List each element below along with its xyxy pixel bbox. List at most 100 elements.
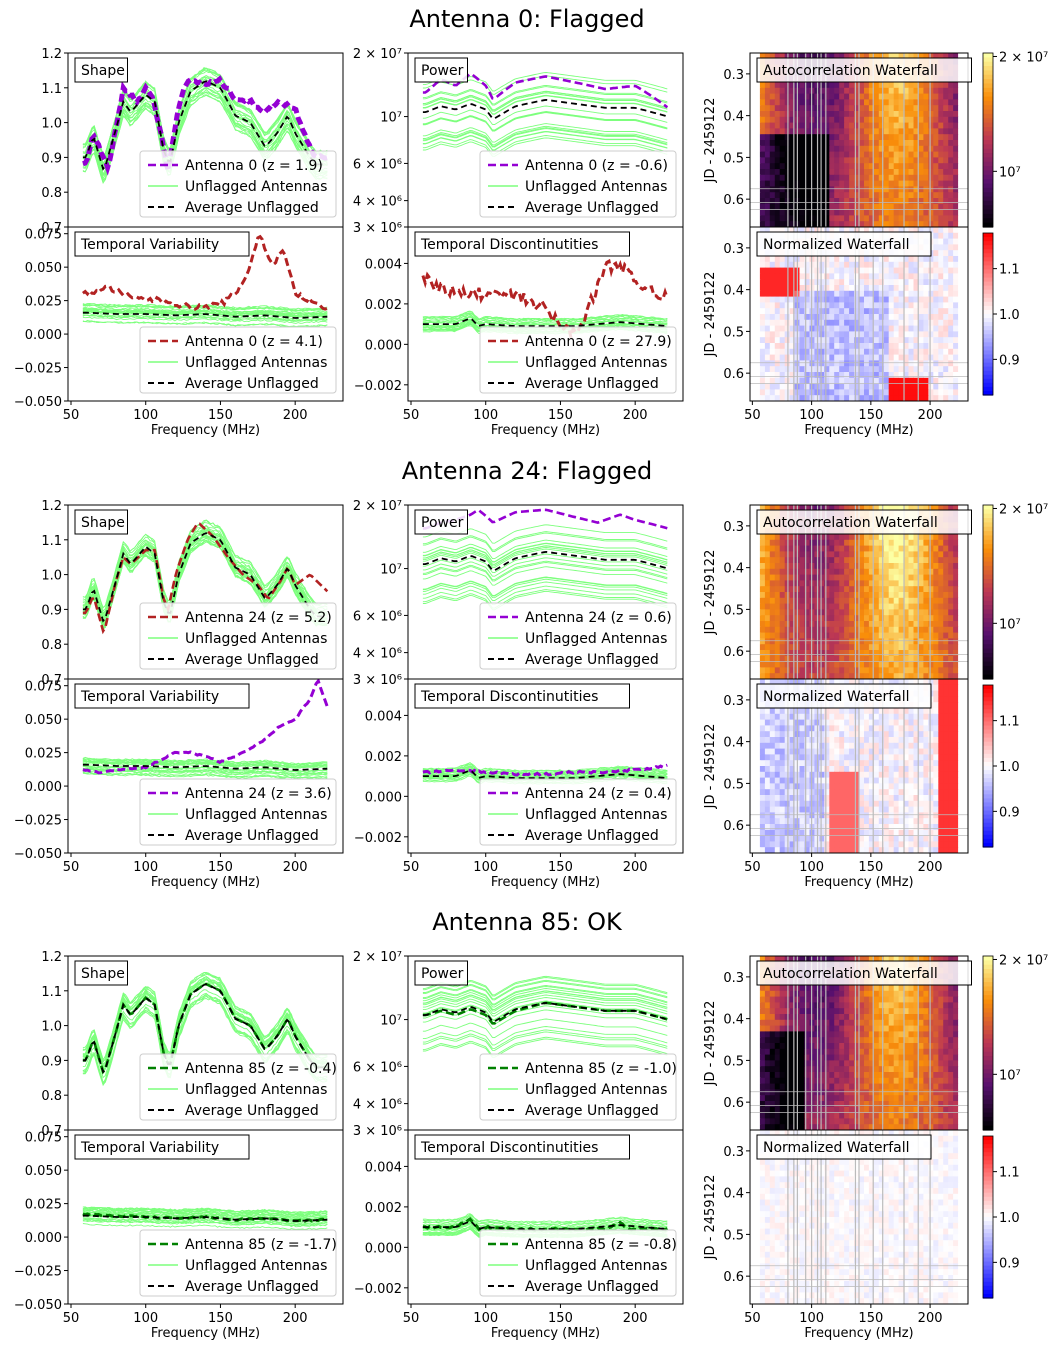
ant0-auto-waterfall-cell bbox=[819, 93, 825, 100]
ant1-power-unflagged-line-12-path bbox=[422, 562, 668, 582]
ant0-auto-waterfall-cell bbox=[943, 87, 949, 95]
ant0-norm-waterfall-cell bbox=[873, 343, 880, 350]
ant1-auto-waterfall-cell bbox=[868, 603, 875, 610]
ant1-auto-waterfall-cell bbox=[774, 539, 781, 547]
ant0-norm-waterfall-cell bbox=[819, 377, 825, 385]
ant0-auto-waterfall-cell bbox=[913, 209, 919, 216]
ant1-auto-waterfall-cell bbox=[868, 650, 875, 657]
ant0-norm-waterfall-cell bbox=[859, 337, 865, 344]
ant1-auto-waterfall-cell bbox=[908, 673, 914, 680]
ant0-auto-waterfall-cell bbox=[809, 99, 815, 106]
ant0-auto-waterfall-cell bbox=[859, 145, 865, 153]
ant1-auto-waterfall-cell bbox=[898, 621, 905, 628]
ant0-auto-waterfall-cell bbox=[943, 198, 949, 205]
ant0-norm-waterfall-cell bbox=[755, 285, 761, 292]
ant1-norm-waterfall-cell bbox=[849, 679, 855, 686]
ant1-var-unflagged-line-19-path bbox=[82, 757, 328, 765]
ant0-norm-waterfall-cell bbox=[859, 360, 865, 367]
ant1-auto-waterfall-cell bbox=[834, 597, 840, 605]
ant0-auto-waterfall-cell bbox=[809, 105, 815, 112]
ant0-norm-waterfall-cell bbox=[809, 377, 815, 385]
ant0-norm-waterfall-cell bbox=[893, 256, 900, 263]
ant0-norm-waterfall-cell bbox=[958, 308, 964, 315]
ant1-auto-waterfall-cell bbox=[750, 574, 756, 581]
ant0-auto-waterfall-cell bbox=[764, 122, 771, 129]
ant0-norm-waterfall-cell bbox=[898, 308, 905, 315]
ant0-auto-waterfall-cell bbox=[938, 134, 944, 141]
ant0-auto-waterfall-cell bbox=[893, 116, 900, 124]
ant1-auto-waterfall-cell bbox=[898, 603, 905, 610]
ant0-auto-waterfall-cell bbox=[859, 198, 865, 205]
ant0-norm-waterfall-cell bbox=[779, 377, 786, 385]
ant1-auto-waterfall-cell bbox=[898, 557, 905, 564]
ant0-norm-waterfall-cell bbox=[834, 227, 840, 234]
ant1-auto-waterfall-cell bbox=[933, 592, 939, 599]
ant0-auto-waterfall-cell bbox=[759, 145, 766, 153]
ant0-norm-waterfall-cell bbox=[953, 360, 959, 367]
ant1-auto-waterfall-cell bbox=[779, 632, 786, 639]
ant1-auto-waterfall-cell bbox=[908, 603, 914, 610]
ant0-norm-waterfall-cell bbox=[859, 331, 865, 338]
ant0-norm-waterfall-cell bbox=[804, 279, 810, 286]
ant0-norm-waterfall-cell bbox=[834, 372, 840, 379]
ant1-auto-waterfall-cell bbox=[750, 626, 756, 634]
ant0-auto-waterfall-cell bbox=[923, 186, 929, 193]
ant0-power-unflagged-line-18 bbox=[422, 127, 668, 147]
ant0-norm-waterfall-cell bbox=[774, 267, 781, 274]
ant0-norm-waterfall-cell bbox=[918, 348, 924, 356]
ant0-auto-waterfall-cell bbox=[750, 64, 756, 71]
ant0-power-label: Power bbox=[414, 57, 468, 83]
ant0-norm-waterfall-cell bbox=[799, 372, 805, 379]
ant0-norm-waterfall-cell bbox=[755, 354, 761, 361]
ant0-var-unflagged-line-21 bbox=[82, 320, 328, 328]
ant0-auto-waterfall-cell bbox=[809, 174, 815, 182]
ant0-norm-waterfall-cell bbox=[898, 267, 905, 274]
ant0-power-unflagged-line-9-path bbox=[422, 84, 668, 105]
ant0-norm-waterfall-cell bbox=[864, 273, 870, 280]
ant0-auto-waterfall-cell bbox=[759, 116, 766, 124]
ant0-norm-waterfall-cell bbox=[789, 366, 796, 373]
ant0-auto-waterfall-cell bbox=[854, 221, 860, 228]
ant0-norm-waterfall-cell bbox=[948, 279, 954, 286]
ant1-auto-colorbar-step bbox=[983, 531, 993, 537]
ant0-norm-waterfall-cell bbox=[864, 227, 870, 234]
ant0-norm-waterfall-cell bbox=[804, 302, 810, 309]
ant0-auto-waterfall-cell bbox=[878, 186, 885, 193]
ant1-auto-waterfall-cell bbox=[933, 626, 939, 634]
ant0-norm-waterfall-cell bbox=[774, 372, 781, 379]
ant0-auto-waterfall-cell bbox=[769, 215, 776, 222]
ant0-auto-waterfall-cell bbox=[888, 215, 895, 222]
ant0-auto-colorbar-step bbox=[983, 74, 993, 80]
ant0-auto-waterfall-cell bbox=[829, 192, 835, 199]
ant1-auto-waterfall-cell bbox=[849, 597, 855, 605]
ant0-auto-waterfall-cell bbox=[913, 128, 919, 135]
ant0-norm-waterfall-cell bbox=[898, 325, 905, 332]
ant1-auto-waterfall-cell bbox=[764, 551, 771, 558]
ant1-auto-waterfall-cell bbox=[908, 638, 914, 645]
ant1-auto-waterfall-cell bbox=[938, 563, 944, 570]
ant1-auto-waterfall-cell bbox=[938, 603, 944, 610]
ant0-auto-waterfall-cell bbox=[789, 105, 796, 112]
ant0-auto-waterfall-cell bbox=[849, 157, 855, 164]
ant0-norm-waterfall-cell bbox=[819, 296, 825, 303]
ant1-auto-waterfall-cell bbox=[913, 574, 919, 581]
ant1-auto-waterfall-cell bbox=[883, 557, 890, 564]
ant1-auto-waterfall-cell bbox=[933, 539, 939, 547]
ant0-auto-waterfall-cell bbox=[854, 186, 860, 193]
ant0-norm-waterfall-cell bbox=[764, 389, 771, 396]
ant1-auto-waterfall-cell bbox=[908, 632, 914, 639]
ant1-auto-waterfall-cell bbox=[898, 580, 905, 587]
ant0-norm-waterfall-cell bbox=[755, 366, 761, 373]
ant0-norm-waterfall-cell bbox=[844, 343, 850, 350]
ant1-var-unflagged-line-21 bbox=[82, 762, 328, 769]
ant1-auto-waterfall-cell bbox=[755, 574, 761, 581]
ant0-power-unflagged-line-13 bbox=[422, 95, 668, 115]
ant1-auto-waterfall-cell bbox=[953, 626, 959, 634]
ant0-auto-ylabel: JD - 2459122 bbox=[703, 98, 718, 184]
ant0-auto-waterfall-cell bbox=[839, 186, 845, 193]
ant0-norm-waterfall-cell bbox=[829, 273, 835, 280]
ant0-norm-waterfall-cell bbox=[849, 273, 855, 280]
ant0-norm-waterfall-cell bbox=[933, 319, 939, 327]
ant1-auto-waterfall-cell bbox=[759, 539, 766, 547]
ant0-norm-waterfall-cell bbox=[839, 325, 845, 332]
